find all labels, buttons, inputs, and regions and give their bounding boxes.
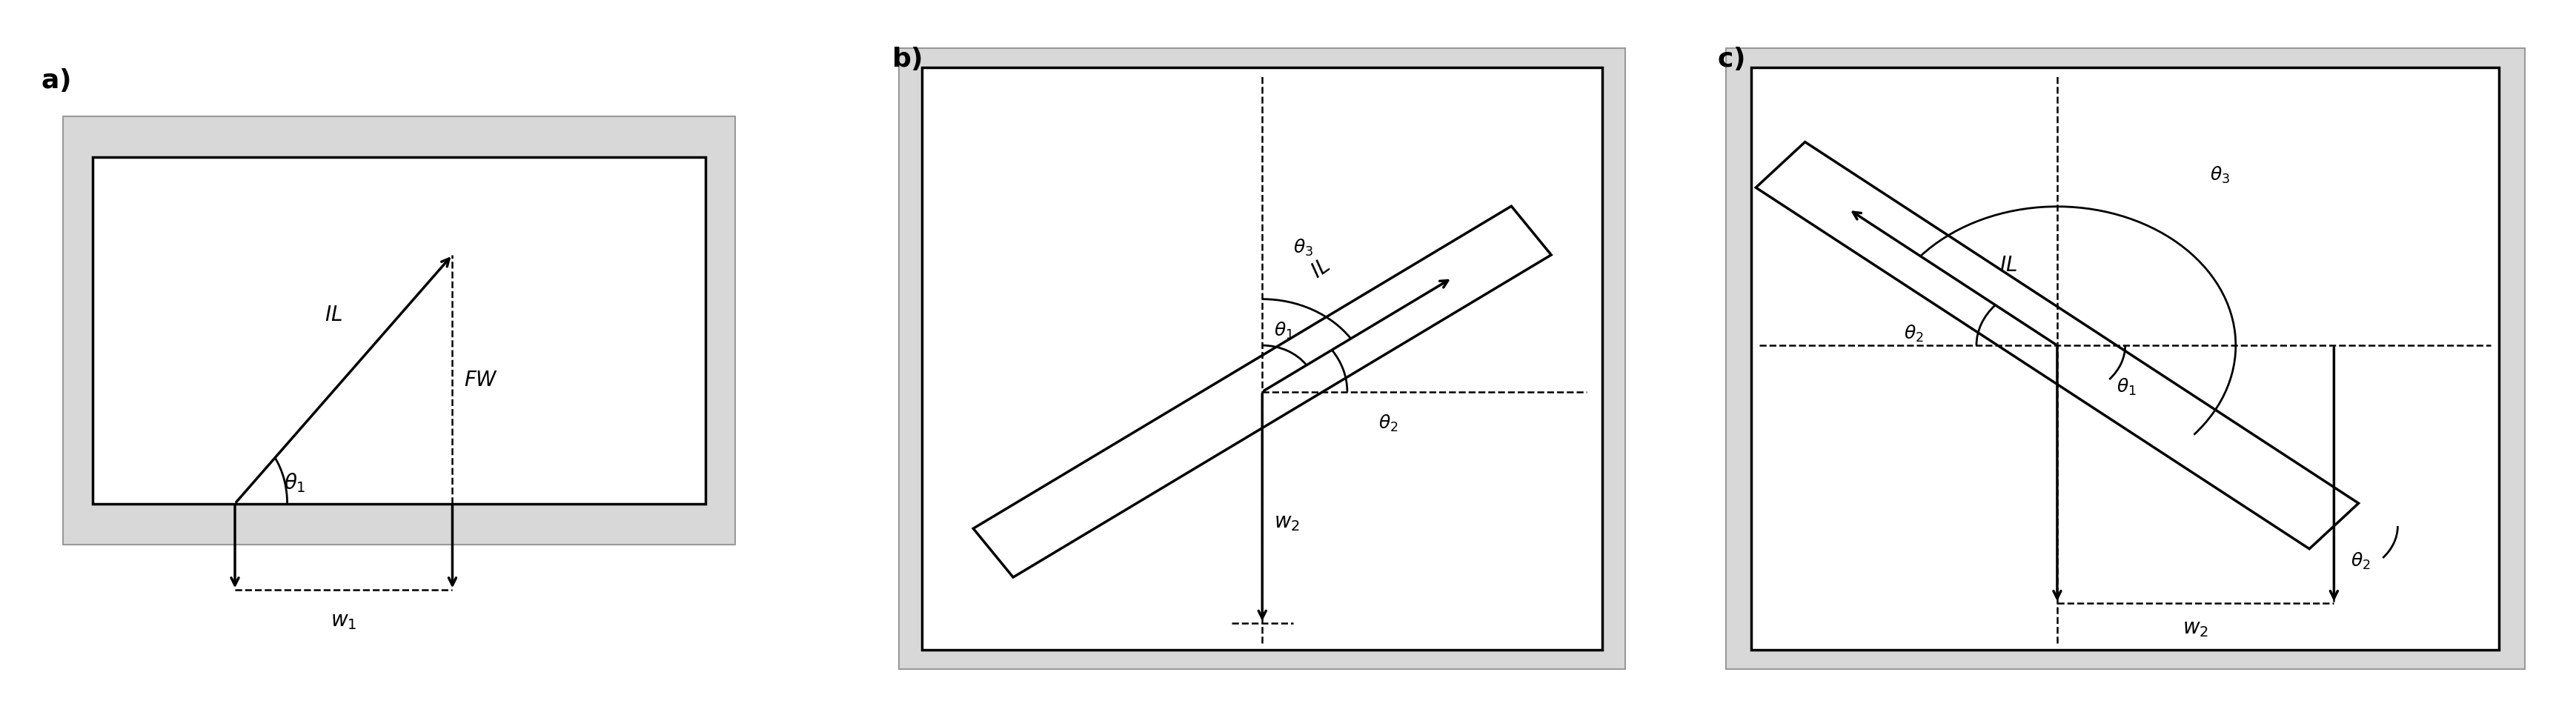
Text: $w_1$: $w_1$ <box>330 610 355 631</box>
Text: $FW$: $FW$ <box>464 369 497 390</box>
Text: $\theta_2$: $\theta_2$ <box>1904 324 1924 344</box>
Polygon shape <box>974 207 1551 577</box>
Text: $\mathbf{b)}$: $\mathbf{b)}$ <box>891 45 922 72</box>
Bar <box>922 68 1602 650</box>
Text: $\theta_2$: $\theta_2$ <box>2352 550 2370 571</box>
Bar <box>62 117 737 544</box>
Text: $\theta_2$: $\theta_2$ <box>1378 413 1399 433</box>
Bar <box>1752 68 2499 650</box>
Text: $\mathbf{c)}$: $\mathbf{c)}$ <box>1718 45 1744 72</box>
Text: $w_2$: $w_2$ <box>2182 617 2208 638</box>
Text: $IL$: $IL$ <box>1999 255 2017 276</box>
Text: $\theta_1$: $\theta_1$ <box>283 471 307 493</box>
Text: $IL$: $IL$ <box>1309 255 1334 282</box>
Text: $\theta_1$: $\theta_1$ <box>1273 320 1293 340</box>
Text: $\theta_1$: $\theta_1$ <box>2117 376 2136 396</box>
Text: $\theta_3$: $\theta_3$ <box>2210 165 2231 185</box>
Polygon shape <box>1757 143 2360 549</box>
Bar <box>93 158 706 504</box>
Text: $\mathbf{a)}$: $\mathbf{a)}$ <box>41 67 70 93</box>
Text: $IL$: $IL$ <box>325 304 343 325</box>
Text: $\theta_3$: $\theta_3$ <box>1293 238 1314 258</box>
Text: $w_2$: $w_2$ <box>1273 512 1301 533</box>
